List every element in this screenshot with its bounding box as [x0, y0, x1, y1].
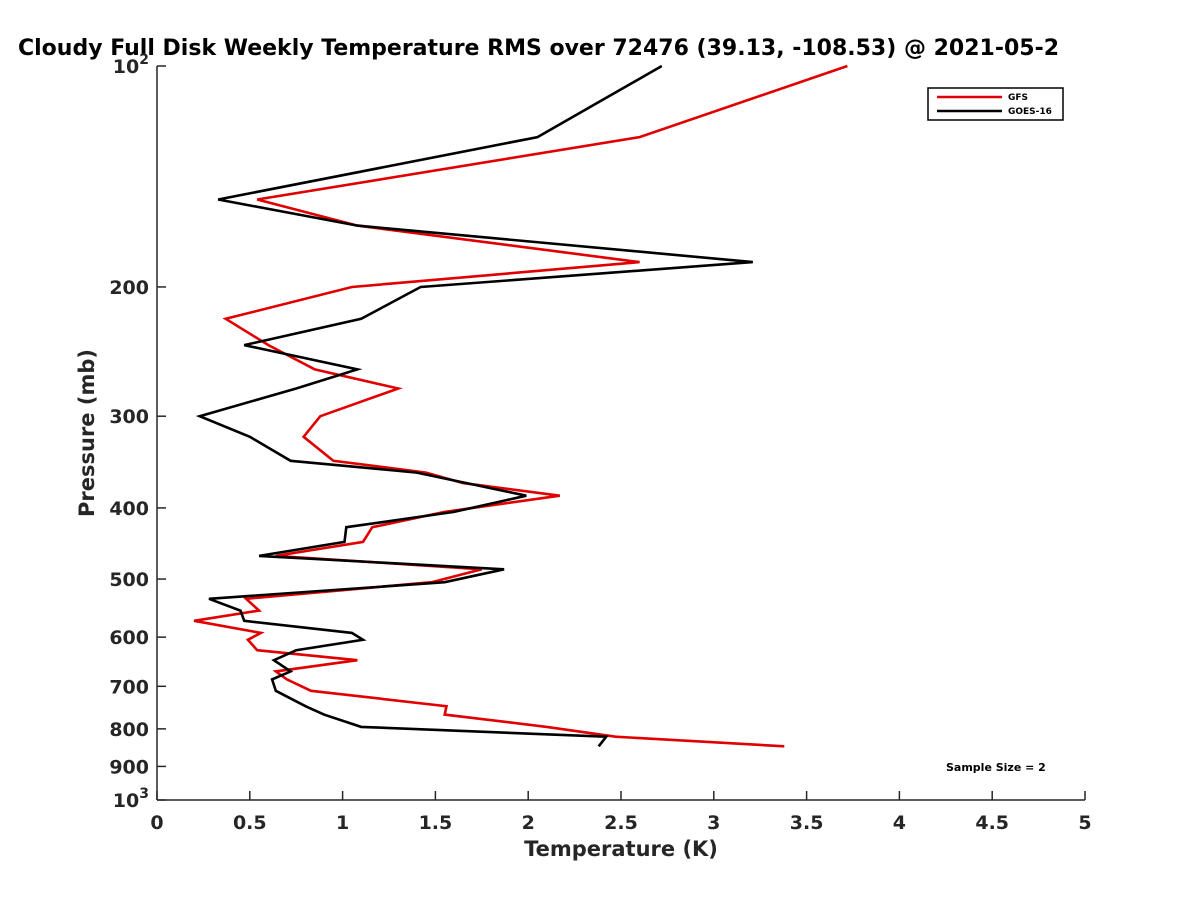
x-tick-label: 2: [522, 812, 535, 834]
y-tick-label: 600: [109, 627, 149, 649]
x-tick-label: 0: [150, 812, 163, 834]
y-tick-label: 500: [109, 569, 149, 591]
y-tick-label: 400: [109, 498, 149, 520]
sample-size-note: Sample Size = 2: [946, 761, 1046, 774]
y-tick-label: 800: [109, 719, 149, 741]
chart-title: Cloudy Full Disk Weekly Temperature RMS …: [18, 36, 1059, 61]
x-tick-label: 2.5: [604, 812, 638, 834]
x-axis-title: Temperature (K): [524, 837, 718, 861]
y-tick-label: 200: [109, 277, 149, 299]
y-tick-label: 900: [109, 756, 149, 778]
y-axis-title: Pressure (mb): [75, 349, 99, 517]
x-tick-label: 3: [707, 812, 720, 834]
x-tick-label: 4.5: [975, 812, 1009, 834]
legend-label: GFS: [1008, 93, 1028, 103]
x-tick-label: 5: [1078, 812, 1091, 834]
x-tick-label: 0.5: [233, 812, 267, 834]
y-tick-label: 300: [109, 406, 149, 428]
legend-label: GOES-16: [1008, 107, 1052, 117]
legend: GFS GOES-16: [928, 88, 1063, 120]
y-tick-label: 700: [109, 676, 149, 698]
x-tick-label: 1: [336, 812, 349, 834]
x-tick-label: 3.5: [790, 812, 824, 834]
x-tick-label: 1.5: [419, 812, 453, 834]
x-tick-label: 4: [893, 812, 906, 834]
